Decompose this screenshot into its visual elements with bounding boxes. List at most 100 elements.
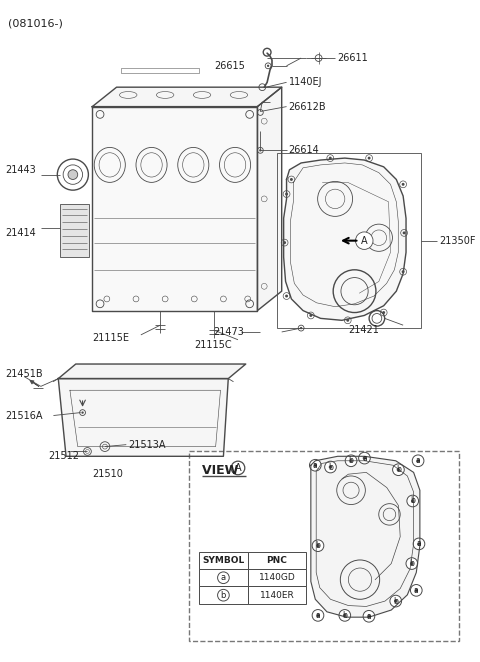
Polygon shape bbox=[58, 379, 228, 456]
Polygon shape bbox=[311, 456, 420, 617]
Polygon shape bbox=[257, 87, 282, 310]
Polygon shape bbox=[92, 107, 257, 310]
Circle shape bbox=[310, 314, 312, 317]
Text: A: A bbox=[361, 236, 368, 246]
Circle shape bbox=[324, 461, 336, 473]
Circle shape bbox=[316, 544, 320, 547]
Polygon shape bbox=[284, 158, 406, 320]
Text: 21510: 21510 bbox=[92, 469, 123, 479]
Text: SYMBOL: SYMBOL bbox=[202, 555, 244, 565]
Text: a: a bbox=[417, 540, 421, 548]
Text: b: b bbox=[342, 611, 347, 620]
Circle shape bbox=[415, 589, 418, 592]
Circle shape bbox=[217, 572, 229, 584]
Text: b: b bbox=[410, 496, 415, 506]
Text: 21115C: 21115C bbox=[194, 340, 232, 350]
Circle shape bbox=[312, 610, 324, 621]
Text: b: b bbox=[396, 465, 401, 474]
Bar bbox=[199, 551, 248, 569]
Circle shape bbox=[402, 183, 405, 186]
Circle shape bbox=[285, 193, 288, 195]
Text: a: a bbox=[416, 456, 420, 465]
Text: 21473: 21473 bbox=[214, 327, 245, 337]
FancyArrow shape bbox=[30, 381, 39, 387]
Circle shape bbox=[382, 311, 385, 314]
Bar bbox=[199, 569, 248, 587]
Circle shape bbox=[267, 65, 269, 67]
Circle shape bbox=[410, 585, 422, 596]
Text: b: b bbox=[221, 591, 226, 600]
Text: b: b bbox=[409, 559, 414, 568]
Circle shape bbox=[329, 465, 332, 469]
Circle shape bbox=[368, 157, 371, 160]
Circle shape bbox=[349, 459, 353, 463]
Circle shape bbox=[300, 327, 302, 329]
Bar bbox=[190, 451, 459, 641]
Text: 21451B: 21451B bbox=[5, 369, 43, 379]
Bar bbox=[121, 68, 199, 73]
Circle shape bbox=[312, 540, 324, 551]
Text: 21414: 21414 bbox=[5, 228, 36, 238]
Bar bbox=[248, 569, 306, 587]
Circle shape bbox=[416, 459, 420, 463]
Circle shape bbox=[402, 270, 405, 273]
Circle shape bbox=[413, 538, 425, 549]
Text: A: A bbox=[235, 463, 241, 473]
Bar bbox=[60, 204, 89, 257]
Text: 26612B: 26612B bbox=[288, 101, 326, 112]
Circle shape bbox=[411, 499, 414, 502]
Text: 21115E: 21115E bbox=[92, 333, 129, 343]
Text: a: a bbox=[316, 611, 320, 620]
Circle shape bbox=[231, 461, 245, 475]
Circle shape bbox=[396, 468, 400, 471]
Text: a: a bbox=[414, 586, 419, 595]
Polygon shape bbox=[58, 364, 246, 379]
Circle shape bbox=[68, 169, 78, 179]
Circle shape bbox=[417, 542, 421, 545]
Circle shape bbox=[394, 599, 397, 603]
Text: (081016-): (081016-) bbox=[8, 18, 63, 28]
Text: 1140EJ: 1140EJ bbox=[288, 77, 322, 87]
Circle shape bbox=[359, 452, 370, 464]
Circle shape bbox=[406, 557, 418, 569]
Text: b: b bbox=[348, 456, 353, 465]
Circle shape bbox=[259, 149, 262, 152]
Circle shape bbox=[410, 562, 414, 565]
Bar bbox=[248, 587, 306, 604]
Circle shape bbox=[346, 319, 349, 322]
Circle shape bbox=[285, 295, 288, 297]
Circle shape bbox=[390, 595, 402, 607]
Circle shape bbox=[283, 241, 286, 244]
Circle shape bbox=[310, 459, 321, 471]
Text: 21350F: 21350F bbox=[439, 236, 476, 246]
Text: PNC: PNC bbox=[266, 555, 287, 565]
Text: 21513A: 21513A bbox=[128, 440, 166, 449]
Circle shape bbox=[363, 456, 366, 460]
Polygon shape bbox=[92, 87, 282, 107]
Circle shape bbox=[367, 614, 371, 618]
Text: 1140ER: 1140ER bbox=[260, 591, 294, 600]
Circle shape bbox=[290, 178, 293, 181]
Bar bbox=[248, 551, 306, 569]
Text: 26614: 26614 bbox=[288, 146, 319, 156]
Text: b: b bbox=[393, 596, 398, 606]
Circle shape bbox=[329, 157, 332, 160]
Text: 21443: 21443 bbox=[5, 165, 36, 175]
Text: a: a bbox=[362, 453, 367, 463]
Text: b: b bbox=[315, 541, 321, 550]
Circle shape bbox=[363, 610, 375, 622]
Text: 26611: 26611 bbox=[337, 53, 368, 63]
Circle shape bbox=[82, 411, 84, 414]
Text: a: a bbox=[221, 573, 226, 583]
Circle shape bbox=[345, 455, 357, 467]
Text: a: a bbox=[313, 461, 318, 470]
Circle shape bbox=[316, 614, 320, 617]
Circle shape bbox=[313, 463, 317, 467]
Circle shape bbox=[217, 589, 229, 601]
Circle shape bbox=[339, 610, 350, 621]
Text: 26615: 26615 bbox=[214, 61, 245, 71]
Circle shape bbox=[356, 232, 373, 250]
Text: VIEW: VIEW bbox=[202, 464, 243, 477]
Circle shape bbox=[393, 464, 404, 475]
Text: a: a bbox=[367, 612, 372, 621]
